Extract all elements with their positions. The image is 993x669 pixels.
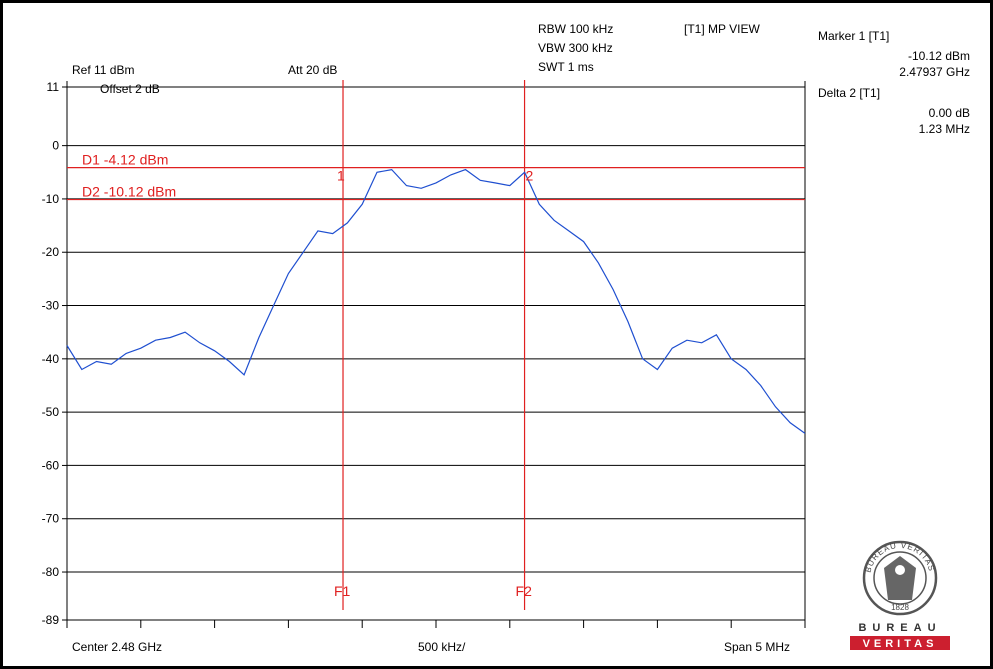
y-tick-label: -60 xyxy=(42,458,60,472)
delta2-title: Delta 2 [T1] xyxy=(818,86,880,100)
display-line-label-2: D2 -10.12 dBm xyxy=(82,184,176,200)
marker1-level: -10.12 dBm xyxy=(908,49,970,63)
attenuation-label: Att 20 dB xyxy=(288,63,337,77)
span-label: Span 5 MHz xyxy=(724,640,790,654)
plot-area: 11 0 -10 -20 -30 -40 -50 -60 -70 -80 -89 D1 -4.12 d… xyxy=(42,80,806,628)
y-tick-label: -10 xyxy=(42,192,60,206)
marker-2-label: 2 xyxy=(526,168,534,184)
marker1-title: Marker 1 [T1] xyxy=(818,29,889,43)
display-line-label-1: D1 -4.12 dBm xyxy=(82,152,168,168)
y-tick-label: -80 xyxy=(42,565,60,579)
y-tick-label: 0 xyxy=(52,139,59,153)
rbw-label: RBW 100 kHz xyxy=(538,22,613,36)
logo-year: 1828 xyxy=(891,603,909,612)
y-tick-label: -20 xyxy=(42,245,60,259)
offset-label: Offset 2 dB xyxy=(100,82,160,96)
ref-level-label: Ref 11 dBm xyxy=(72,63,134,77)
delta2-level: 0.00 dB xyxy=(929,106,970,120)
bureau-veritas-logo: BUREAU VERITAS 1828 BUREAU VERITAS xyxy=(850,540,950,650)
y-tick-label: -30 xyxy=(42,299,60,313)
center-frequency-label: Center 2.48 GHz xyxy=(72,640,162,654)
y-tick-label: -40 xyxy=(42,352,60,366)
logo-word-bureau: BUREAU xyxy=(858,622,941,634)
vbw-label: VBW 300 kHz xyxy=(538,41,613,55)
division-label: 500 kHz/ xyxy=(418,640,466,654)
delta2-frequency: 1.23 MHz xyxy=(919,122,970,136)
y-tick-label: 11 xyxy=(47,80,60,94)
y-tick-label: -70 xyxy=(42,512,60,526)
sweep-time-label: SWT 1 ms xyxy=(538,60,594,74)
marker-1-label: 1 xyxy=(337,168,345,184)
y-tick-label: -50 xyxy=(42,405,60,419)
marker1-frequency: 2.47937 GHz xyxy=(899,65,970,79)
spectrum-trace xyxy=(66,168,806,434)
y-tick-label: -89 xyxy=(42,613,60,627)
frequency-line-label-1: F1 xyxy=(334,583,351,599)
logo-word-veritas: VERITAS xyxy=(863,638,938,650)
frequency-line-label-2: F2 xyxy=(516,583,533,599)
view-mode-label: [T1] MP VIEW xyxy=(684,22,760,36)
